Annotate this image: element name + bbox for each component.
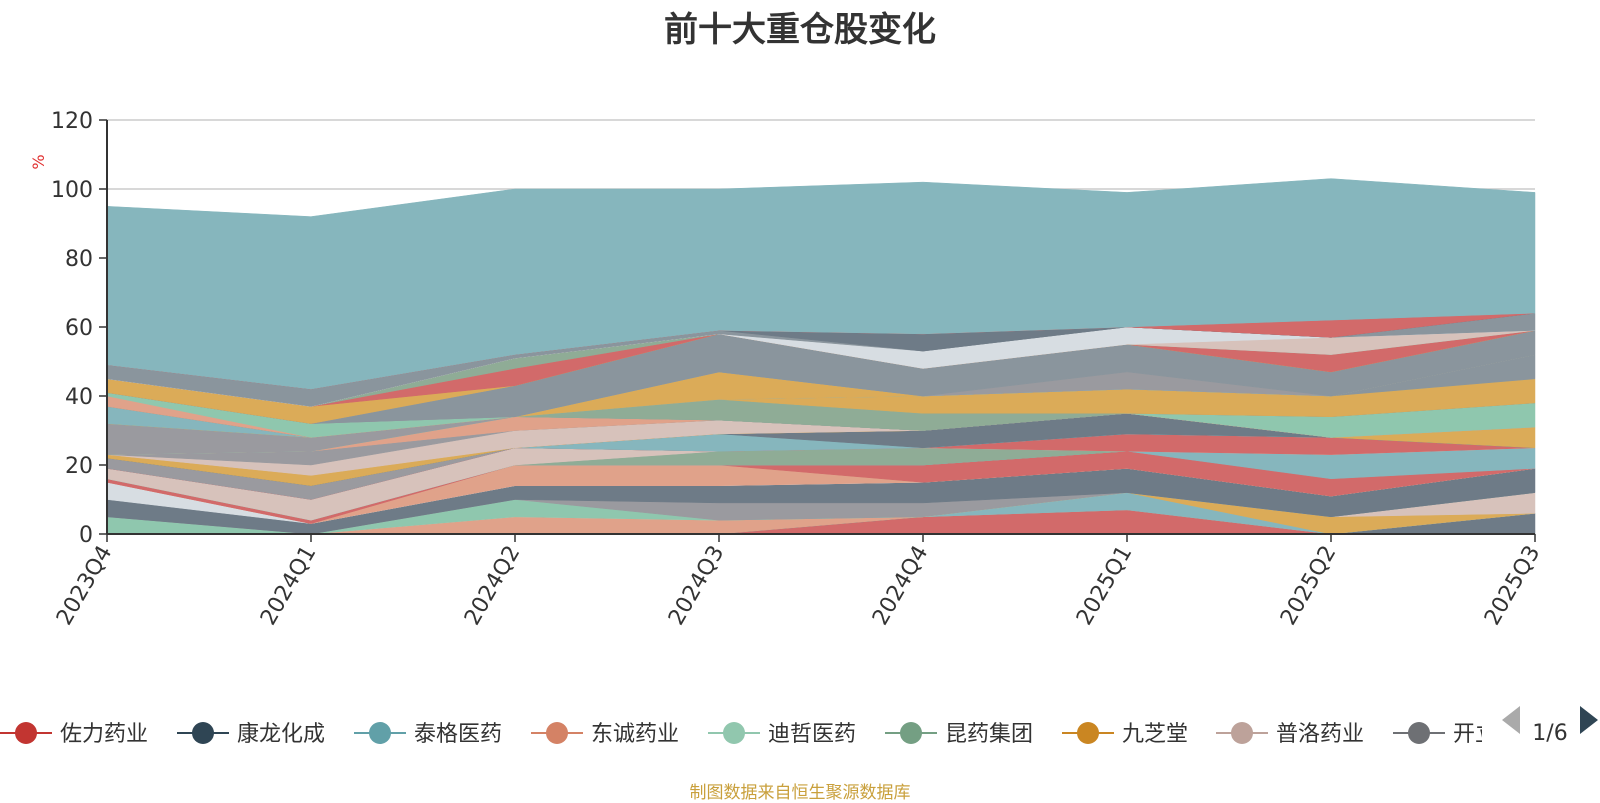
legend-item[interactable]: 九芝堂 [1062,722,1188,747]
legend-item[interactable]: 康龙化成 [177,722,325,747]
legend-circle-icon [546,722,568,744]
y-axis-unit-label: % [29,154,48,169]
y-tick-label: 80 [65,247,93,272]
y-tick-label: 0 [79,523,93,548]
legend-label: 佐力药业 [60,722,148,747]
x-tick-label: 2024Q3 [664,542,729,630]
y-tick-label: 60 [65,316,93,341]
legend-label: 九芝堂 [1122,722,1188,747]
legend-label: 东诚药业 [591,722,679,747]
legend-prev-arrow-icon[interactable] [1502,706,1520,734]
legend-page-indicator: 1/6 [1532,721,1567,746]
x-tick-label: 2024Q4 [868,542,933,630]
x-tick-label: 2024Q1 [256,542,321,630]
legend-item[interactable]: 泰格医药 [354,722,502,747]
legend-item[interactable]: 开立医疗 [1393,722,1541,747]
x-tick-label: 2025Q2 [1276,542,1341,630]
y-tick-label: 20 [65,454,93,479]
legend-item[interactable]: 昆药集团 [885,722,1033,747]
legend-circle-icon [1077,722,1099,744]
y-tick-label: 120 [51,109,93,134]
legend-circle-icon [723,722,745,744]
legend: 佐力药业 康龙化成 泰格医药 东诚药业 迪哲医药 昆药集团 九芝堂 普洛药业 开立医疗 [0,722,1541,747]
legend-label: 普洛药业 [1276,722,1364,747]
area-layer [106,178,1536,535]
chart-title: 前十大重仓股变化 [664,10,936,50]
legend-label: 昆药集团 [945,722,1033,747]
legend-circle-icon [15,722,37,744]
data-source-footer: 制图数据来自恒生聚源数据库 [689,783,911,803]
legend-label: 开立医疗 [1453,722,1541,747]
legend-next-arrow-icon[interactable] [1580,706,1598,734]
legend-item[interactable]: 普洛药业 [1216,722,1364,747]
legend-circle-icon [192,722,214,744]
legend-label: 迪哲医药 [768,722,856,747]
x-tick-label: 2025Q3 [1480,542,1545,630]
x-tick-label: 2024Q2 [460,542,525,630]
legend-label: 泰格医药 [414,722,502,747]
legend-circle-icon [1231,722,1253,744]
y-tick-label: 40 [65,385,93,410]
legend-item[interactable]: 迪哲医药 [708,722,856,747]
x-tick-label: 2023Q4 [52,542,117,630]
legend-circle-icon [369,722,391,744]
y-tick-label: 100 [51,178,93,203]
legend-circle-icon [1408,722,1430,744]
legend-circle-icon [900,722,922,744]
x-tick-label: 2025Q1 [1072,542,1137,630]
legend-item[interactable]: 东诚药业 [531,722,679,747]
legend-pager: 1/6 [1502,706,1598,746]
legend-label: 康龙化成 [237,722,325,747]
area-series-43 [106,178,1536,390]
legend-item[interactable]: 佐力药业 [0,722,148,747]
